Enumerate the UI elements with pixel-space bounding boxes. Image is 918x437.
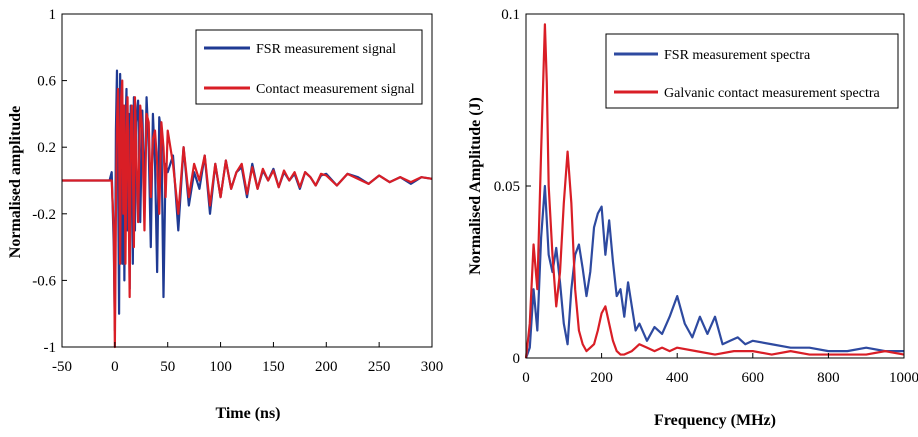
right-x-axis-label: Frequency (MHz): [654, 412, 776, 429]
left-y-tick-label: -1: [44, 340, 57, 356]
right-legend-label-galvanic: Galvanic contact measurement spectra: [664, 86, 881, 101]
right-tick-group: 0 200 400 600 800 1000 0.1 0.05 0: [494, 7, 918, 386]
left-y-tick-label: -0.2: [32, 207, 56, 223]
right-y-tick-label: 0.05: [494, 179, 520, 195]
left-x-tick-label: 150: [262, 359, 285, 375]
left-legend-label-contact: Contact measurement signal: [256, 82, 415, 97]
left-y-tick-label: -0.6: [32, 273, 56, 289]
right-series-line-0: [524, 184, 904, 359]
right-legend: FSR measurement spectra Galvanic contact…: [605, 33, 899, 109]
left-x-tick-label: 0: [111, 359, 119, 375]
right-series-line-1: [524, 23, 905, 359]
left-series-group: [62, 69, 433, 349]
left-series-line-1: [62, 79, 433, 349]
left-plot-frame: [61, 13, 433, 348]
right-legend-label-fsr: FSR measurement spectra: [664, 48, 811, 63]
right-x-tick-label: 400: [666, 370, 689, 386]
right-y-tick-label: 0.1: [501, 7, 520, 23]
left-x-tick-label: 50: [160, 359, 175, 375]
left-x-axis-label: Time (ns): [215, 405, 280, 422]
left-x-tick-label: 200: [315, 359, 338, 375]
left-y-tick-label: 1: [49, 7, 57, 23]
left-x-tick-label: -50: [52, 359, 72, 375]
left-x-tick-label: 250: [368, 359, 391, 375]
left-chart: -50 0 50 100 150 200 250 300 1 0.6 0.2 -0.2 -0.6 -1 F…: [7, 7, 443, 422]
right-y-tick-label: 0: [513, 351, 521, 367]
left-y-axis-label: Normalised amplitude: [7, 106, 24, 258]
right-legend-box: [605, 33, 899, 109]
right-x-tick-label: 0: [522, 370, 530, 386]
right-x-tick-label: 200: [590, 370, 613, 386]
left-x-tick-label: 300: [421, 359, 444, 375]
right-x-tick-label: 800: [817, 370, 840, 386]
left-y-tick-label: 0.6: [37, 74, 56, 90]
left-legend-box: [195, 29, 423, 105]
right-y-axis-label: Normalised Amplitude (J): [467, 97, 484, 275]
right-series-group: [524, 23, 905, 359]
right-x-tick-label: 600: [742, 370, 765, 386]
left-legend: FSR measurement signal Contact measureme…: [195, 29, 423, 105]
left-legend-label-fsr: FSR measurement signal: [256, 42, 396, 57]
right-chart: 0 200 400 600 800 1000 0.1 0.05 0 FSR measuremen…: [467, 7, 918, 429]
right-x-tick-label: 1000: [889, 370, 918, 386]
left-tick-group: -50 0 50 100 150 200 250 300 1 0.6 0.2 -0.2 -0.6 -1: [32, 7, 443, 375]
left-y-tick-label: 0.2: [37, 140, 56, 156]
left-x-tick-label: 100: [209, 359, 232, 375]
